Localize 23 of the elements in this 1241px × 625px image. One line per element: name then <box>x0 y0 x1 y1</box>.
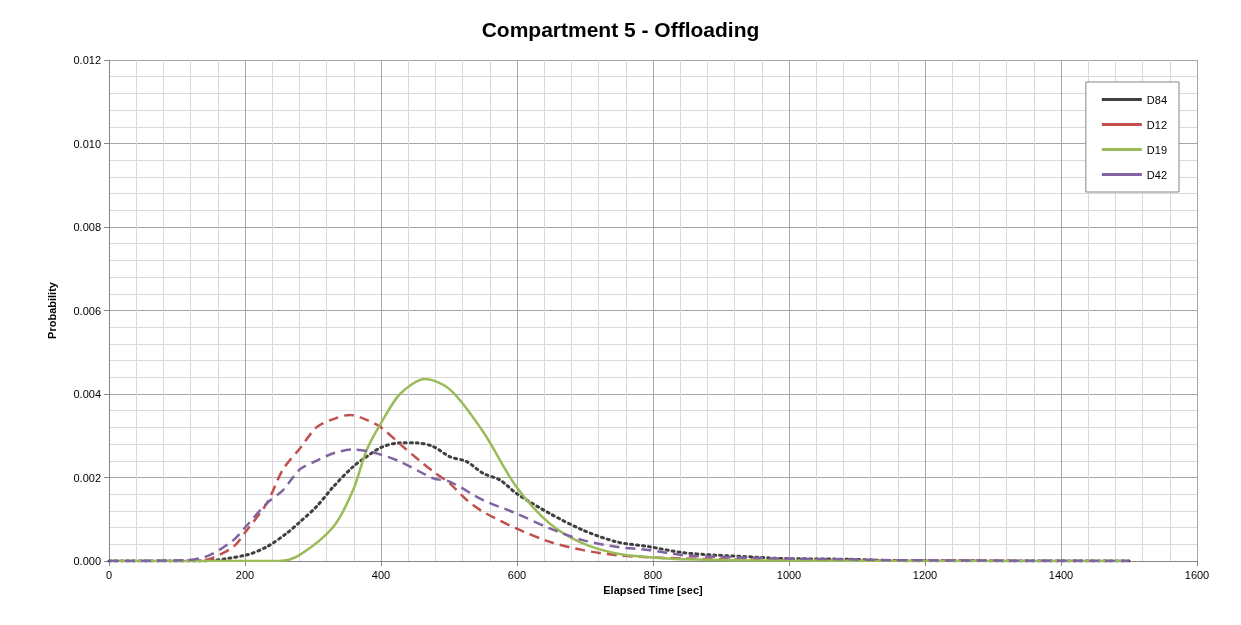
x-tick-label: 200 <box>235 568 255 581</box>
x-tick-label: 1400 <box>1048 568 1074 581</box>
x-tick-label: 1200 <box>912 568 938 581</box>
legend-label: D12 <box>1146 118 1168 131</box>
x-tick-label: 1600 <box>1184 568 1210 581</box>
x-axis-title: Elapsed Time [sec] <box>603 584 704 597</box>
legend-label: D19 <box>1146 143 1168 156</box>
x-tick-label: 400 <box>371 568 391 581</box>
y-tick-label: 0.006 <box>73 304 101 317</box>
y-tick-label: 0.004 <box>73 388 101 400</box>
y-axis-title: Probability <box>45 281 58 339</box>
y-tick-label: 0.012 <box>73 54 101 66</box>
y-tick-label: 0.002 <box>73 471 101 484</box>
chart-title: Compartment 5 - Offloading <box>481 18 760 41</box>
x-tick-label: 600 <box>507 568 527 581</box>
x-tick-label: 1000 <box>776 568 802 581</box>
legend-label: D42 <box>1146 168 1168 181</box>
x-tick-label: 0 <box>105 568 113 581</box>
y-tick-label: 0.000 <box>73 555 101 567</box>
y-tick-label: 0.010 <box>73 137 101 150</box>
x-tick-label: 800 <box>643 568 663 581</box>
legend-label: D84 <box>1146 93 1168 106</box>
y-tick-label: 0.008 <box>73 221 101 233</box>
